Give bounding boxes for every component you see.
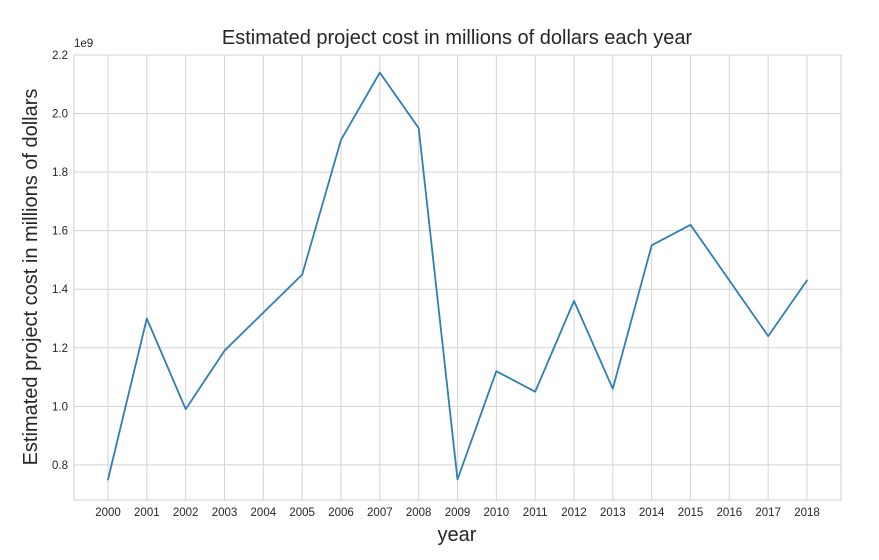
x-tick-label: 2002: [173, 507, 199, 519]
y-tick-label: 1.6: [52, 226, 68, 238]
x-tick-label: 2001: [134, 507, 160, 519]
x-tick-label: 2015: [678, 507, 704, 519]
x-tick-label: 2004: [251, 507, 277, 519]
x-ticks: 2000 2001 2002 2003 2004 2005 2006 2007 2008 2009…: [95, 507, 820, 519]
y-tick-label: 1.2: [52, 343, 68, 355]
x-tick-label: 2008: [406, 507, 432, 519]
x-tick-label: 2000: [95, 507, 121, 519]
x-tick-label: 2014: [639, 507, 665, 519]
y-ticks: 0.8 1.0 1.2 1.4 1.6 1.8 2.0 2.2: [52, 50, 69, 472]
x-tick-label: 2006: [328, 507, 354, 519]
x-tick-label: 2011: [523, 507, 548, 519]
x-tick-label: 2018: [794, 507, 820, 519]
series-line: [107, 71, 808, 481]
series-layer: [107, 71, 808, 481]
x-axis-label: year: [438, 524, 477, 546]
x-tick-label: 2012: [561, 507, 587, 519]
x-tick-label: 2007: [367, 507, 393, 519]
y-tick-label: 1.4: [52, 284, 69, 296]
y-axis-label: Estimated project cost in millions of do…: [20, 89, 42, 466]
x-tick-label: 2003: [212, 507, 238, 519]
x-tick-label: 2017: [755, 507, 781, 519]
y-tick-label: 2.2: [52, 50, 68, 62]
y-tick-label: 0.8: [52, 460, 68, 472]
x-tick-label: 2005: [289, 507, 315, 519]
x-tick-label: 2016: [717, 507, 743, 519]
x-tick-label: 2013: [600, 507, 626, 519]
y-tick-label: 1.8: [52, 167, 68, 179]
y-offset-label: 1e9: [74, 38, 93, 50]
x-tick-label: 2009: [445, 507, 471, 519]
chart-title: Estimated project cost in millions of do…: [222, 27, 693, 49]
y-tick-label: 2.0: [52, 109, 68, 121]
x-tick-label: 2010: [484, 507, 510, 519]
y-tick-label: 1.0: [52, 401, 68, 413]
